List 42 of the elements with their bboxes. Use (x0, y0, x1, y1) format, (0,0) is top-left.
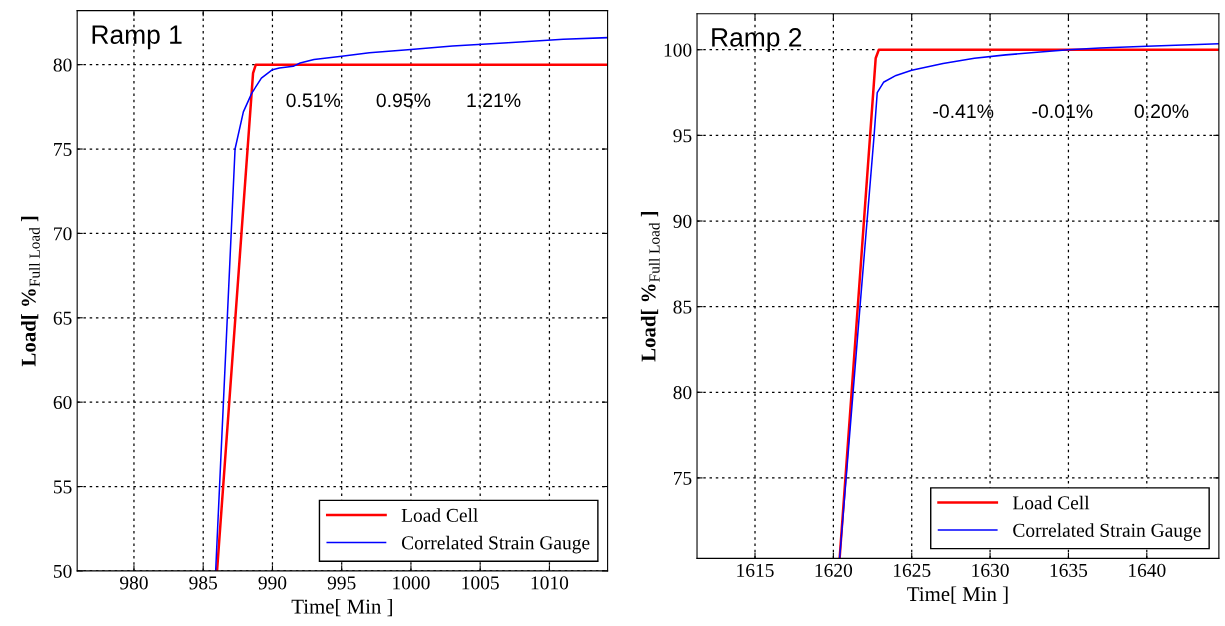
x-axis-title: Time[ Min ] (907, 586, 1008, 604)
y-tick-label: 65 (53, 311, 72, 325)
x-tick-label: 1625 (893, 563, 931, 577)
y-axis-title: Load[ %Full Load ] (21, 216, 40, 367)
text: Ramp 1 (92, 25, 182, 50)
annotation: 0.51% (286, 93, 341, 108)
x-tick-label: 995 (327, 576, 356, 590)
annotation: 0.95% (376, 93, 431, 108)
y-tick-label: 75 (54, 143, 72, 156)
y-axis-title: Load[ %Full Load ] (640, 211, 660, 362)
chart-title: Ramp 2 (712, 28, 802, 52)
x-tick-label: 1000 (393, 576, 430, 590)
annotation: 1.21% (467, 93, 521, 108)
y-tick-label: 55 (54, 480, 72, 494)
annotation: 0.20% (1134, 104, 1189, 119)
x-tick-label: 1630 (972, 563, 1009, 577)
y-tick-label: 50 (54, 564, 72, 578)
y-tick-label: 80 (673, 386, 692, 400)
y-tick-label: 85 (673, 300, 692, 314)
x-tick-label: 1620 (815, 563, 853, 577)
y-tick-label: 80 (53, 58, 72, 72)
x-axis-title: Time[ Min ] (291, 598, 392, 617)
x-tick-label: 1005 (462, 576, 499, 590)
x-tick-label: 985 (189, 576, 218, 590)
x-tick-label: 1615 (737, 563, 774, 577)
legend-label: Load Cell (1012, 495, 1090, 510)
y-tick-label: 70 (54, 227, 72, 241)
x-tick-label: 1640 (1129, 563, 1166, 577)
x-tick-label: 980 (120, 576, 148, 590)
y-tick-label: 90 (673, 214, 692, 228)
legend-label: Load Cell (401, 508, 478, 522)
legend-label: Correlated Strain Gauge (1013, 523, 1201, 541)
x-tick-label: 1010 (531, 576, 569, 590)
annotation: -0.41% (933, 104, 994, 119)
y-tick-label: 60 (53, 395, 72, 410)
y-tick-label: 100 (664, 43, 692, 57)
annotation: -0.01% (1032, 104, 1093, 119)
legend-label: Correlated Strain Gauge (401, 535, 590, 554)
y-tick-label: 95 (673, 129, 692, 143)
y-tick-label: 75 (674, 471, 692, 485)
x-tick-label: 1635 (1050, 563, 1088, 577)
x-tick-label: 990 (258, 576, 287, 590)
